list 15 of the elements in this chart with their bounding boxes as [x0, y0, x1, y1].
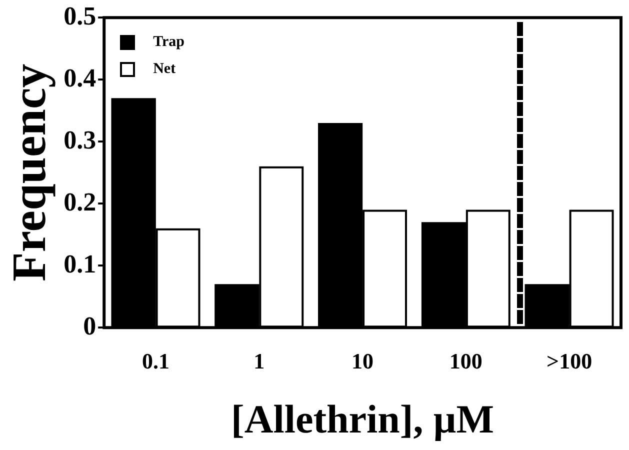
y-tick-label: 0	[83, 311, 96, 340]
x-tick-label: 10	[352, 348, 374, 374]
x-tick-label: 1	[254, 348, 265, 374]
legend-label: Net	[153, 60, 176, 78]
legend-label: Trap	[153, 34, 184, 51]
y-tick-label: 0.5	[64, 1, 96, 30]
x-axis-title: [Allethrin], µM	[231, 396, 494, 442]
y-tick-label: 0.3	[64, 125, 96, 154]
y-tick-label: 0.1	[64, 249, 96, 278]
x-tick-label: 0.1	[142, 348, 170, 374]
x-tick-label: >100	[546, 348, 592, 374]
x-tick-label: 100	[449, 348, 482, 374]
y-tick-label: 0.2	[64, 187, 96, 216]
y-axis-title: Frequency	[3, 64, 56, 282]
y-tick-label: 0.4	[64, 63, 96, 92]
